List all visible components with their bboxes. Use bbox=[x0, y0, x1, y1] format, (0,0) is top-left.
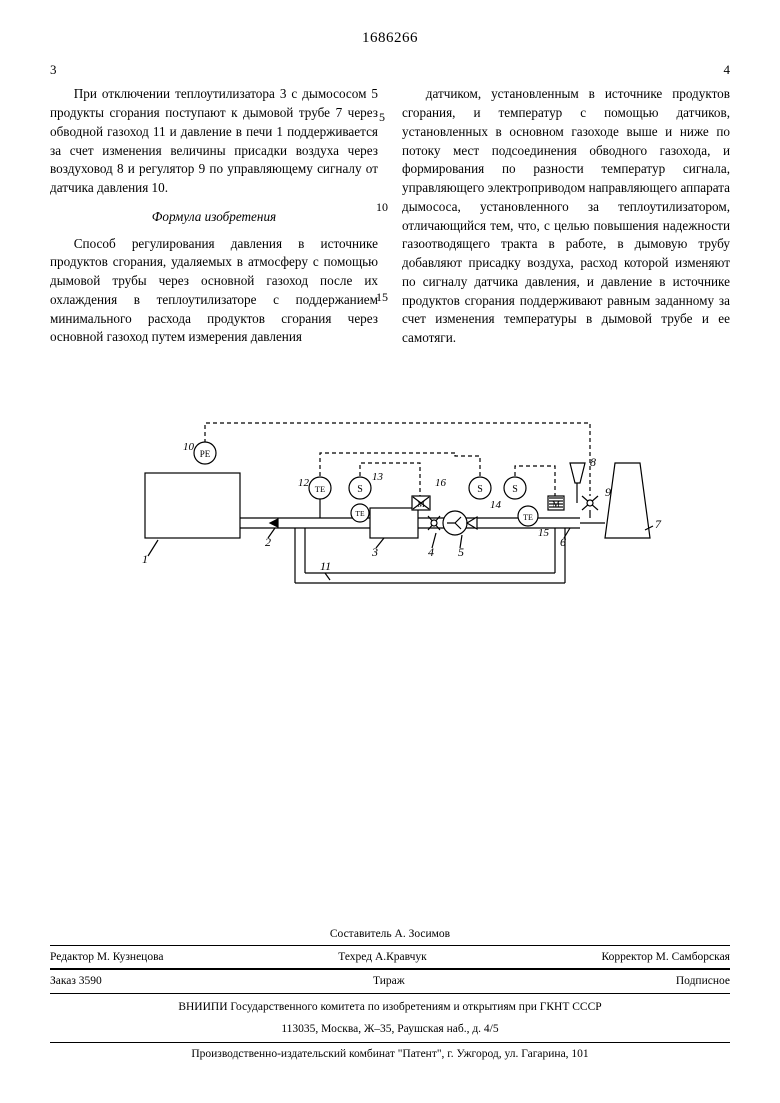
document-number: 1686266 bbox=[50, 30, 730, 47]
right-col-num: 4 bbox=[402, 61, 730, 79]
svg-text:S: S bbox=[357, 484, 363, 495]
right-column: 4 датчиком, установленным в источнике пр… bbox=[402, 61, 730, 348]
formula-title: Формула изобретения bbox=[50, 208, 378, 227]
svg-text:13: 13 bbox=[372, 471, 384, 483]
footer-org2: Производственно-издательский комбинат "П… bbox=[50, 1042, 730, 1063]
footer-subscription: Подписное bbox=[676, 973, 730, 990]
schematic-diagram: PE 10 1 2 TE 12 S bbox=[50, 408, 730, 668]
left-para-1: При отключении теплоутилизатора 3 с дымо… bbox=[50, 85, 378, 197]
svg-text:S: S bbox=[512, 484, 518, 495]
line-marker-10: 10 bbox=[375, 200, 389, 215]
svg-text:11: 11 bbox=[320, 559, 331, 573]
svg-text:16: 16 bbox=[435, 477, 447, 489]
footer-circulation: Тираж bbox=[373, 973, 405, 990]
svg-text:TE: TE bbox=[355, 509, 365, 518]
footer-editor: Редактор М. Кузнецова bbox=[50, 949, 163, 966]
svg-text:1: 1 bbox=[142, 552, 148, 566]
left-col-num: 3 bbox=[50, 61, 378, 79]
svg-text:TE: TE bbox=[523, 513, 533, 522]
svg-text:S: S bbox=[477, 484, 483, 495]
svg-text:8: 8 bbox=[590, 455, 596, 469]
line-marker-5: 5 bbox=[375, 110, 389, 125]
svg-text:TE: TE bbox=[315, 484, 325, 494]
footer-corrector: Корректор М. Самборская bbox=[602, 949, 730, 966]
svg-text:M: M bbox=[552, 500, 559, 509]
footer-tech: Техред А.Кравчук bbox=[338, 949, 427, 966]
svg-text:7: 7 bbox=[655, 517, 662, 531]
svg-text:15: 15 bbox=[538, 527, 550, 539]
footer-order: Заказ 3590 bbox=[50, 973, 102, 990]
footer-org1: ВНИИПИ Государственного комитета по изоб… bbox=[50, 999, 730, 1016]
footer-addr1: 113035, Москва, Ж–35, Раушская наб., д. … bbox=[50, 1021, 730, 1038]
left-para-2: Способ регулирования давления в источник… bbox=[50, 235, 378, 347]
svg-text:12: 12 bbox=[298, 477, 310, 489]
line-marker-15: 15 bbox=[375, 290, 389, 305]
svg-text:4: 4 bbox=[428, 545, 434, 559]
text-columns: 3 При отключении теплоутилизатора 3 с ды… bbox=[50, 61, 730, 348]
svg-text:14: 14 bbox=[490, 499, 502, 511]
left-column: 3 При отключении теплоутилизатора 3 с ды… bbox=[50, 61, 378, 348]
svg-text:PE: PE bbox=[200, 449, 211, 459]
svg-text:10: 10 bbox=[183, 441, 195, 453]
right-para-1: датчиком, установленным в источнике прод… bbox=[402, 85, 730, 347]
svg-text:M: M bbox=[417, 500, 424, 509]
footer-block: Составитель А. Зосимов Редактор М. Кузне… bbox=[50, 926, 730, 1063]
footer-compiler: Составитель А. Зосимов bbox=[330, 926, 450, 943]
svg-text:5: 5 bbox=[458, 545, 464, 559]
